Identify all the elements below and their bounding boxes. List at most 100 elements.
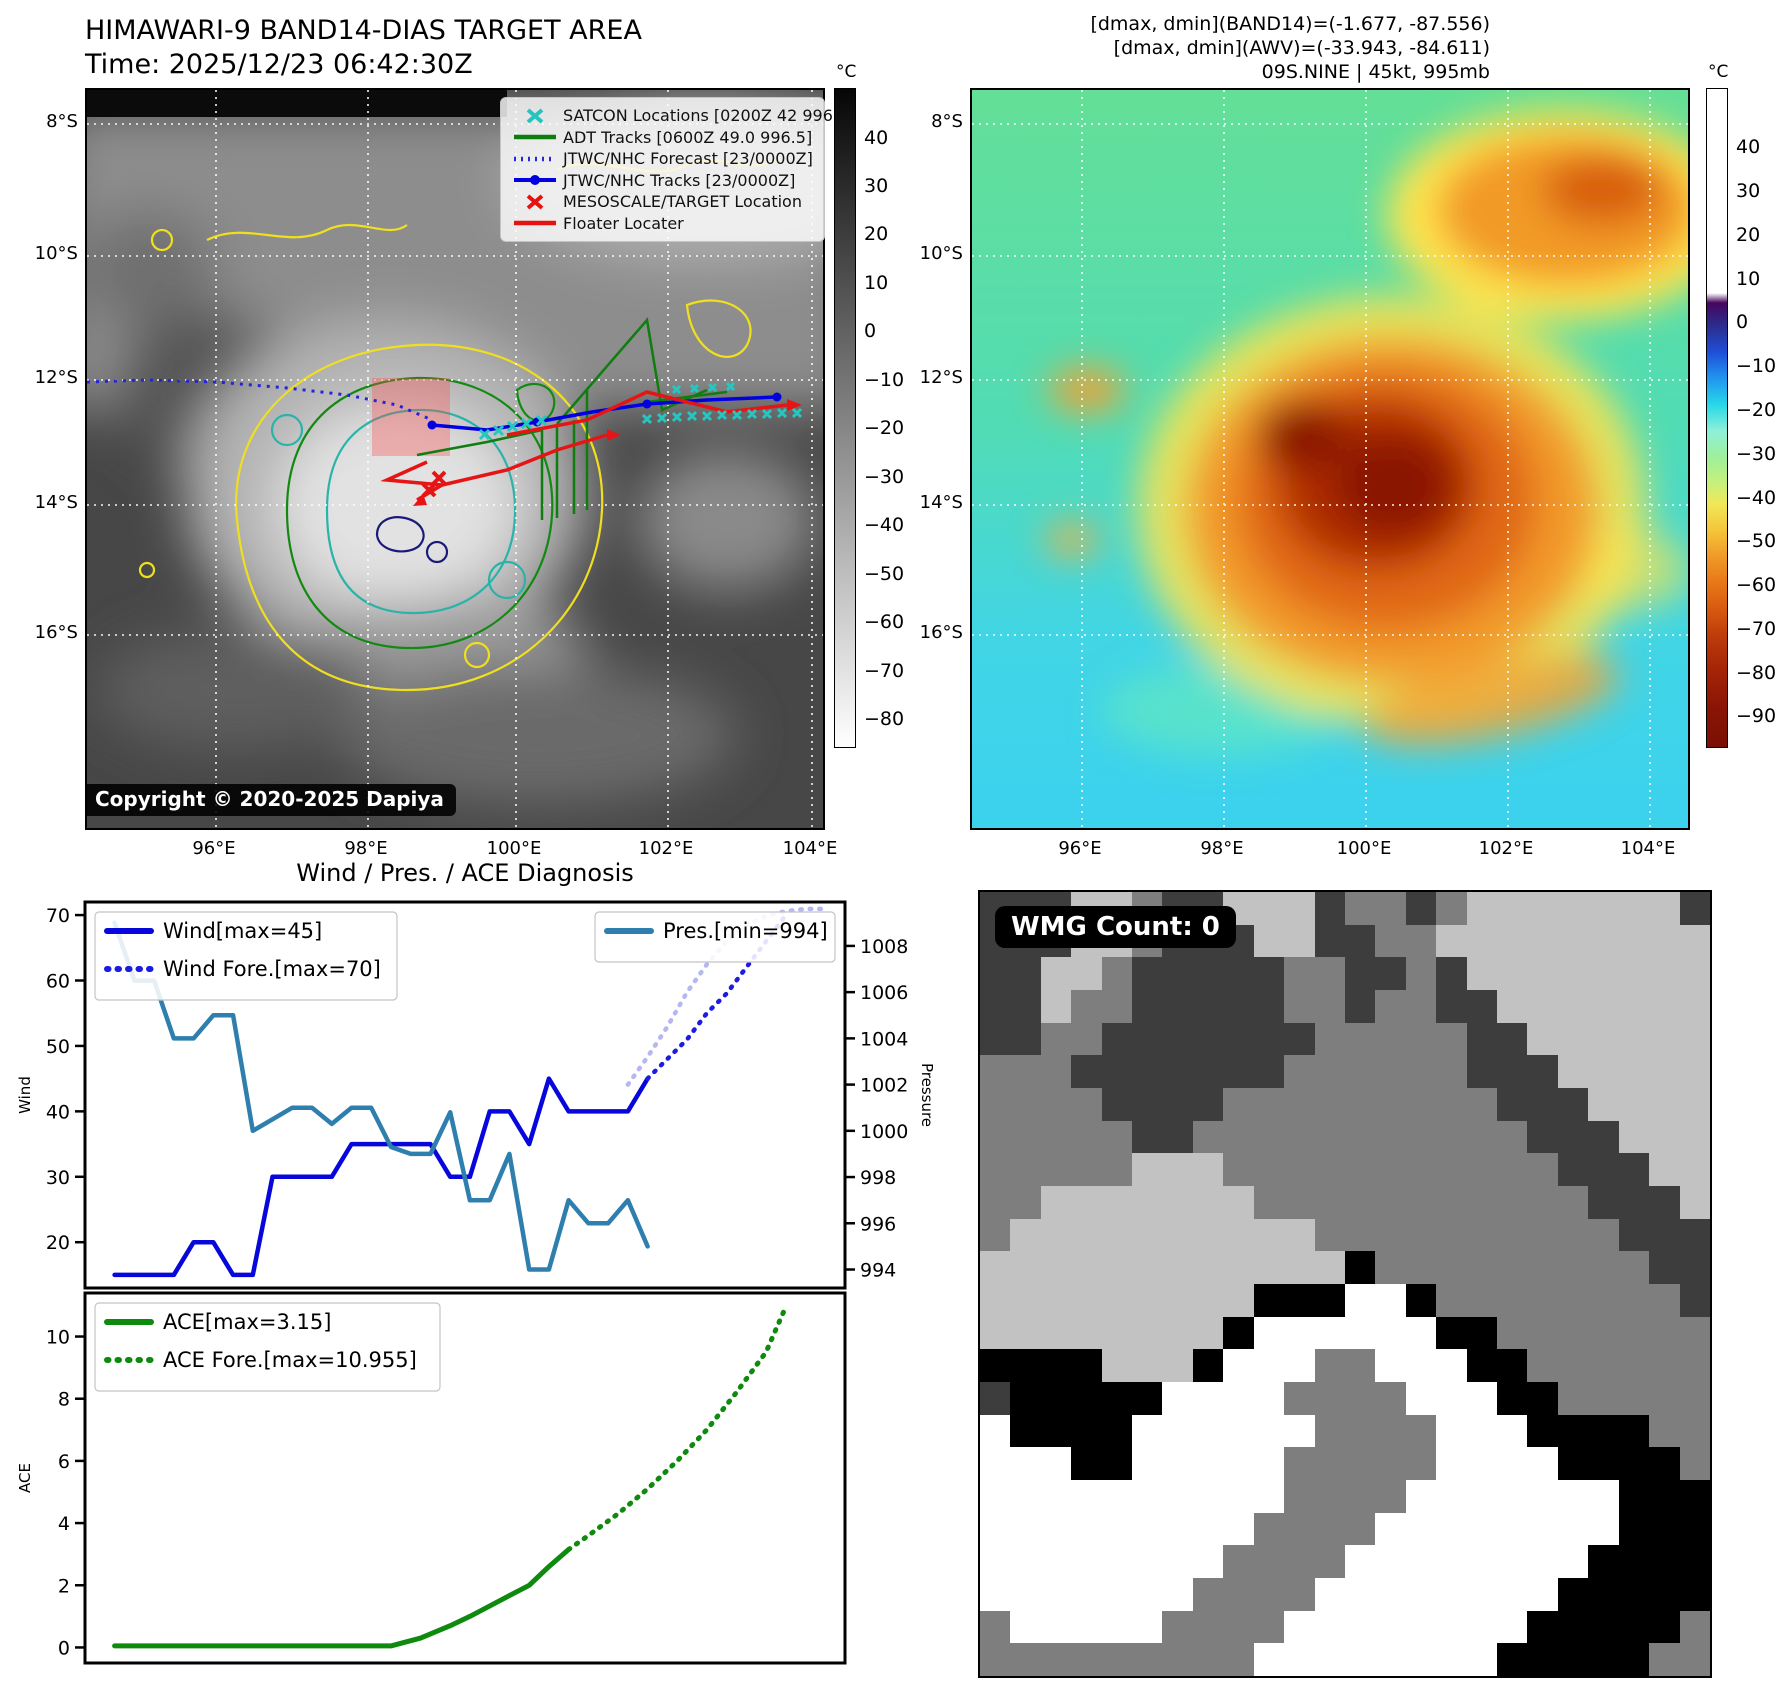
ir-color-blobs xyxy=(1046,110,1688,755)
wmg-pixel xyxy=(1132,1447,1163,1480)
wmg-pixel xyxy=(1314,1088,1345,1121)
wmg-pixel xyxy=(1132,1088,1163,1121)
diagnosis-title: Wind / Pres. / ACE Diagnosis xyxy=(296,859,634,887)
wmg-pixel xyxy=(1253,1610,1285,1644)
wmg-pixel xyxy=(1375,1414,1406,1448)
wmg-pixel xyxy=(1618,1578,1650,1611)
wmg-pixel xyxy=(1253,1186,1285,1219)
wmg-pixel xyxy=(1436,1447,1467,1480)
wmg-pixel xyxy=(1284,1414,1315,1448)
wmg-pixel xyxy=(1466,1480,1498,1513)
legend-item-2: JTWC/NHC Forecast [23/0000Z] xyxy=(507,148,813,170)
wmg-pixel xyxy=(1010,1578,1041,1611)
wmg-pixel xyxy=(1405,1643,1437,1676)
wmg-pixel xyxy=(1192,1218,1224,1252)
wmg-pixel xyxy=(1405,1382,1437,1415)
wmg-pixel xyxy=(1284,957,1315,990)
y2-tick-label: 1008 xyxy=(860,936,908,958)
wmg-pixel xyxy=(1649,1186,1680,1219)
wmg-pixel xyxy=(1618,1643,1650,1676)
wmg-pixel xyxy=(1314,990,1345,1023)
wmg-pixel xyxy=(1436,1610,1467,1644)
wmg-pixel xyxy=(1344,1022,1376,1056)
black-top-strip xyxy=(87,90,507,117)
wmg-pixel xyxy=(1618,892,1650,925)
wmg-pixel xyxy=(1618,1316,1650,1350)
wmg-pixel xyxy=(1466,1316,1498,1350)
wmg-pixel xyxy=(1588,1349,1619,1382)
wmg-pixel xyxy=(1679,1022,1710,1056)
wmg-pixel xyxy=(1162,1186,1193,1219)
wmg-pixel xyxy=(1101,1643,1133,1676)
wmg-pixel xyxy=(1375,1316,1406,1350)
awv-dmax-awv: [dmax, dmin](AWV)=(-33.943, -84.611) xyxy=(1113,37,1490,59)
wmg-pixel xyxy=(1284,924,1315,958)
wmg-pixel xyxy=(1375,1480,1406,1513)
band14-colorbar xyxy=(834,88,856,748)
wmg-pixel xyxy=(1040,1284,1072,1317)
awv-cbar-tick: 40 xyxy=(1736,136,1761,159)
wmg-pixel xyxy=(1405,1088,1437,1121)
wmg-pixel xyxy=(1040,1382,1072,1415)
x-marker-icon xyxy=(507,108,563,124)
wmg-pixel xyxy=(1010,1643,1041,1676)
wmg-pixel xyxy=(1679,1088,1710,1121)
wmg-pixel xyxy=(1192,1055,1224,1088)
wmg-pixel xyxy=(1679,1251,1710,1284)
wmg-pixel xyxy=(1223,1284,1254,1317)
band14-title-line: HIMAWARI-9 BAND14-DIAS TARGET AREA xyxy=(85,15,642,46)
wmg-pixel xyxy=(1557,1284,1589,1317)
wmg-pixel xyxy=(1405,1512,1437,1546)
wmg-pixel xyxy=(1101,1153,1133,1186)
wmg-pixel xyxy=(1162,1218,1193,1252)
band14-lon-tick: 100°E xyxy=(486,838,542,859)
wmg-pixel xyxy=(1314,892,1345,925)
wmg-pixel xyxy=(1588,1578,1619,1611)
wmg-pixel xyxy=(1253,1382,1285,1415)
awv-colorbar xyxy=(1706,88,1728,748)
wmg-pixel xyxy=(1649,1218,1680,1252)
wmg-pixel xyxy=(980,1512,1011,1546)
wmg-pixel xyxy=(1436,1186,1467,1219)
wmg-pixel xyxy=(1284,1284,1315,1317)
wmg-pixel xyxy=(1010,1610,1041,1644)
y2-tick-label: 994 xyxy=(860,1260,896,1282)
wmg-pixel xyxy=(1557,1610,1589,1644)
awv-cbar-tick: −60 xyxy=(1736,574,1777,597)
wmg-pixel xyxy=(1040,1578,1072,1611)
legend-item-label: JTWC/NHC Tracks [23/0000Z] xyxy=(563,170,796,190)
wmg-pixel xyxy=(1588,1545,1619,1578)
wmg-pixel xyxy=(1649,1545,1680,1578)
wmg-pixel xyxy=(1375,924,1406,958)
band14-lon-tick: 98°E xyxy=(344,838,388,859)
wmg-pixel xyxy=(1497,1153,1528,1186)
wmg-pixel xyxy=(1497,1480,1528,1513)
wmg-pixel xyxy=(1010,1512,1041,1546)
wmg-pixel xyxy=(1192,1643,1224,1676)
wmg-pixel xyxy=(1436,1349,1467,1382)
wmg-pixel xyxy=(1284,1545,1315,1578)
wmg-pixel xyxy=(1344,957,1376,990)
storm-id-intensity: 09S.NINE | 45kt, 995mb xyxy=(1261,61,1490,83)
wmg-pixel xyxy=(1192,957,1224,990)
wmg-pixel xyxy=(1497,1316,1528,1350)
wmg-pixel xyxy=(1527,1186,1558,1219)
wmg-pixel xyxy=(1679,1545,1710,1578)
wmg-pixel xyxy=(1253,1153,1285,1186)
wmg-pixel xyxy=(1588,1120,1619,1154)
wmg-pixel xyxy=(1010,1153,1041,1186)
wmg-pixel xyxy=(1040,990,1072,1023)
legend-item-4: MESOSCALE/TARGET Location xyxy=(507,191,812,213)
wmg-pixel xyxy=(1375,957,1406,990)
wmg-pixel xyxy=(1679,1186,1710,1219)
wmg-pixel xyxy=(1618,1022,1650,1056)
wmg-pixel xyxy=(1253,1512,1285,1546)
wmg-pixel xyxy=(980,1022,1011,1056)
wmg-pixel xyxy=(1466,990,1498,1023)
band14-cbar-tick: −20 xyxy=(864,417,905,440)
wmg-pixel xyxy=(1284,1055,1315,1088)
wmg-pixel xyxy=(980,1610,1011,1644)
wmg-pixel xyxy=(1497,1349,1528,1382)
wmg-pixel xyxy=(1557,1055,1589,1088)
wmg-pixel xyxy=(1405,1120,1437,1154)
